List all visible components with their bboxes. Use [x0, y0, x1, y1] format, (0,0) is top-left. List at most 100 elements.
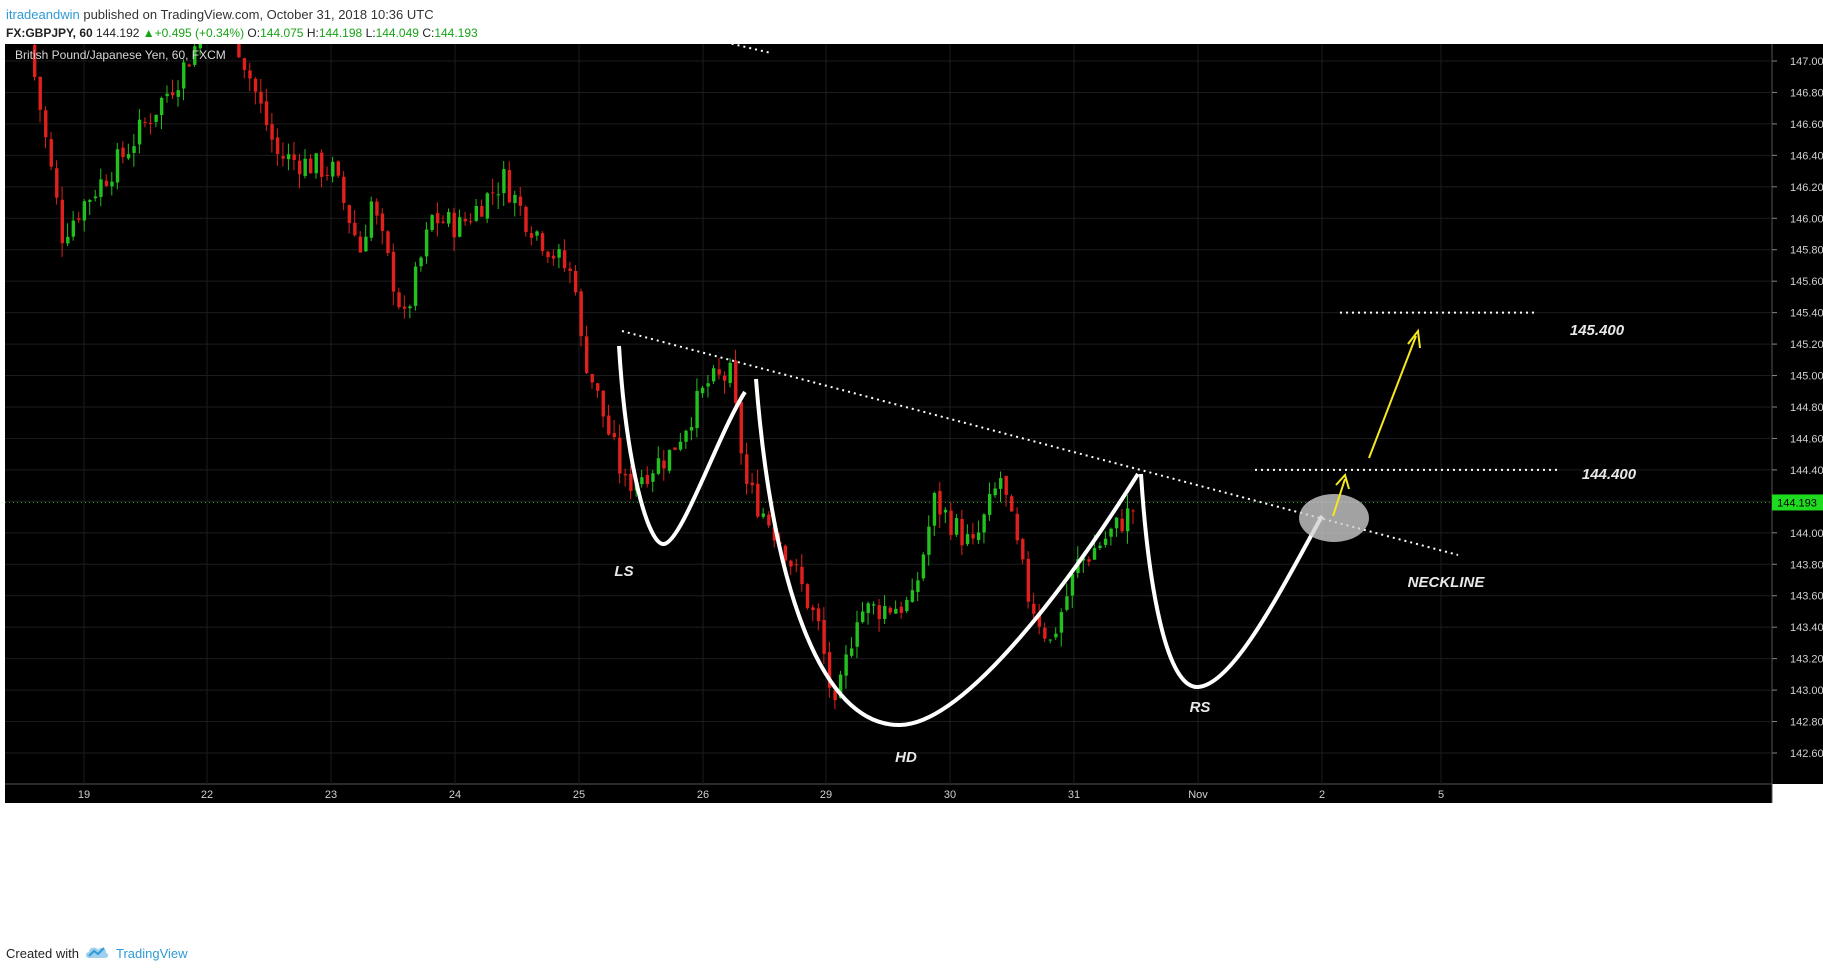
price-tick-label: 145.800: [1790, 245, 1823, 257]
candle-body: [618, 437, 622, 474]
time-axis-labels: 19 22 23 24 25 26 29 30 31 Nov 2 5: [78, 789, 1444, 801]
candle-body: [77, 218, 81, 220]
candle-body: [932, 492, 937, 526]
candle-body: [1081, 558, 1086, 561]
candle-body: [1026, 558, 1030, 602]
price-tick-label: 143.800: [1790, 559, 1823, 571]
candle-body: [623, 473, 628, 476]
current-price-box: [1772, 494, 1823, 511]
candle-body: [673, 447, 677, 450]
candle-body: [165, 93, 169, 97]
candle-body: [888, 607, 892, 613]
upper-trendline: [728, 44, 772, 54]
candle-body: [441, 221, 445, 223]
price-tick-label: 143.600: [1790, 591, 1823, 603]
candle-body: [281, 156, 285, 159]
candle-body: [949, 510, 953, 536]
author-link[interactable]: itradeandwin: [6, 7, 80, 22]
price-chart[interactable]: British Pound/Japanese Yen, 60, FXCM LS …: [0, 44, 1823, 935]
candle-body: [938, 490, 942, 515]
candle-body: [1021, 539, 1025, 560]
candle-body: [590, 374, 594, 383]
candle-body: [413, 266, 418, 306]
price-tick-label: 144.800: [1790, 402, 1823, 414]
candle-body: [364, 236, 368, 252]
candle-body: [789, 560, 793, 567]
candle-body: [540, 233, 545, 252]
candle-body: [645, 474, 650, 484]
high-label: H:: [306, 26, 319, 40]
candle-body: [684, 430, 688, 442]
price-tick-label: 146.400: [1790, 150, 1823, 162]
candles: [33, 44, 1135, 710]
candle-body: [585, 336, 589, 374]
candle-body: [1059, 612, 1064, 633]
candle-body: [93, 196, 98, 199]
candle-body: [474, 205, 478, 221]
price-tick-label: 145.600: [1790, 276, 1823, 288]
price-tick-label: 146.600: [1790, 119, 1823, 131]
candle-body: [402, 306, 407, 309]
candle-body: [458, 217, 462, 237]
candle-body: [38, 76, 42, 110]
candle-body: [297, 160, 302, 175]
candle-body: [237, 44, 241, 58]
target-arrow-head: [1407, 328, 1421, 349]
candle-body: [137, 119, 142, 145]
symbol-info: FX:GBPJPY, 60 144.192 ▲+0.495 (+0.34%) O…: [6, 26, 478, 40]
candle-body: [739, 401, 743, 454]
candle-body: [706, 383, 710, 387]
candle-body: [44, 110, 48, 138]
candle-body: [99, 179, 103, 197]
candle-body: [993, 488, 997, 496]
candle-body: [1092, 548, 1097, 560]
candle-body: [910, 590, 915, 602]
candle-body: [171, 92, 175, 96]
tradingview-link[interactable]: TradingView: [116, 946, 188, 961]
candle-body: [866, 603, 870, 614]
candle-body: [176, 90, 180, 97]
candle-body: [877, 605, 881, 620]
candle-body: [82, 201, 87, 221]
candle-body: [286, 154, 291, 160]
candle-body: [861, 611, 865, 623]
candle-body: [342, 176, 346, 203]
chart-title: British Pound/Japanese Yen, 60, FXCM: [15, 48, 226, 62]
candle-body: [794, 564, 799, 566]
candle-body: [193, 46, 197, 65]
candle-body: [248, 70, 252, 79]
candle-body: [656, 458, 661, 474]
candle-body: [1065, 596, 1069, 610]
candle-body: [822, 619, 826, 654]
candle-body: [811, 607, 815, 611]
price-axis[interactable]: [1772, 44, 1823, 784]
candle-body: [55, 168, 59, 198]
candle-body: [844, 654, 848, 676]
candle-body: [502, 169, 506, 194]
candle-body: [562, 250, 567, 269]
open-value: 144.075: [260, 26, 304, 40]
candle-body: [640, 477, 644, 485]
time-axis[interactable]: [5, 784, 1772, 803]
candle-body: [551, 255, 556, 259]
candle-body: [1010, 496, 1014, 512]
candle-body: [596, 383, 600, 391]
candle-body: [954, 518, 959, 535]
current-price-tag: 144.193: [1772, 494, 1823, 511]
candle-body: [408, 306, 412, 309]
candle-body: [734, 360, 738, 403]
candle-body: [629, 473, 633, 492]
candle-body: [397, 292, 401, 308]
right-shoulder-curve: [1139, 473, 1324, 690]
target-arrow: [1368, 335, 1417, 459]
label-hd: HD: [895, 749, 917, 766]
candle-body: [1070, 574, 1075, 596]
published-text: published on TradingView.com, October 31…: [83, 7, 434, 22]
candle-body: [761, 513, 766, 517]
candle-body: [303, 158, 307, 176]
candle-body: [987, 494, 992, 515]
candle-body: [827, 652, 832, 688]
symbol-label: FX:GBPJPY, 60: [6, 26, 93, 40]
candle-body: [104, 180, 109, 186]
candle-body: [358, 236, 363, 253]
